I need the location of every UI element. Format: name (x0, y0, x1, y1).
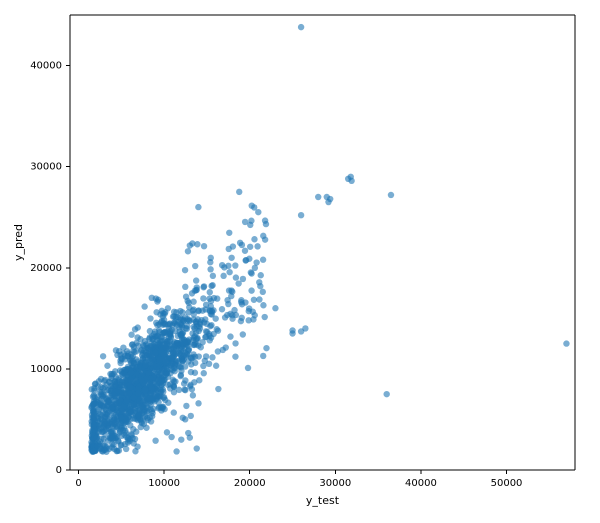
y-tick-label: 0 (56, 465, 62, 476)
scatter-svg: 0 10000 20000 30000 40000 50000 y_test 0 10000 20… (0, 0, 600, 523)
y-tick-label: 40000 (30, 61, 62, 72)
x-tick-label: 40000 (405, 478, 437, 489)
x-tick-label: 50000 (491, 478, 523, 489)
y-tick-label: 20000 (30, 263, 62, 274)
x-tick-label: 20000 (234, 478, 266, 489)
x-tick-label: 10000 (148, 478, 180, 489)
y-axis-label: y_pred (12, 224, 25, 261)
y-tick-label: 30000 (30, 162, 62, 173)
scatter-chart: 0 10000 20000 30000 40000 50000 y_test 0 10000 20… (0, 0, 600, 523)
x-tick-label: 0 (75, 478, 81, 489)
x-tick-label: 30000 (319, 478, 351, 489)
y-tick-label: 10000 (30, 364, 62, 375)
x-axis-label: y_test (306, 494, 340, 507)
